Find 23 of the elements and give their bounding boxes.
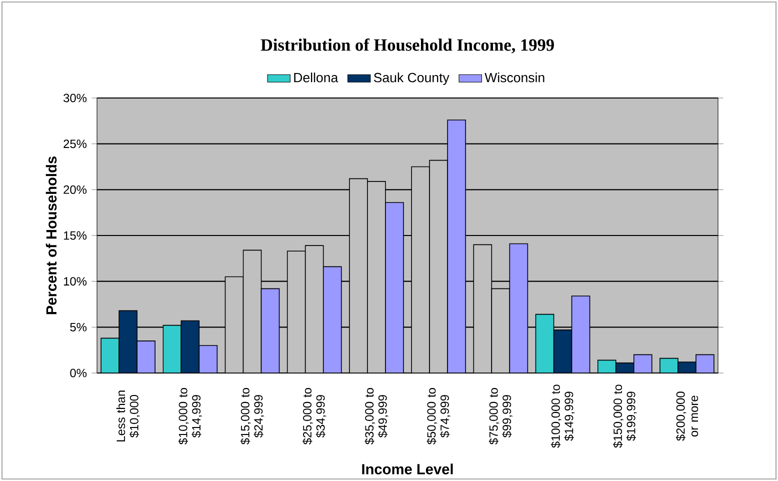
- legend-label: Wisconsin: [484, 72, 544, 82]
- x-tick-label: $15,000 to $24,999: [240, 388, 264, 445]
- x-tick-label: $75,000 to $99,999: [488, 388, 512, 445]
- x-tick-label: $10,000 to $14,999: [178, 388, 202, 445]
- x-tick-label: $100,000 to $149,999: [550, 384, 575, 448]
- y-tick-label: 10%: [64, 277, 87, 286]
- y-tick-label: 25%: [64, 140, 87, 148]
- y-axis-title: Percent of Households: [46, 156, 57, 314]
- legend-label: Sauk County: [374, 72, 450, 85]
- y-tick-label: 30%: [64, 94, 87, 102]
- y-tick-label: 20%: [64, 185, 87, 194]
- legend-label: Dellona: [294, 72, 338, 82]
- x-tick-label: $150,000 to $199,999: [613, 384, 637, 448]
- y-tick-label: 15%: [64, 231, 87, 240]
- y-tick-label: 5%: [70, 322, 87, 332]
- x-axis-title: Income Level: [362, 464, 453, 474]
- x-tick-label: $25,000 to $34,999: [302, 388, 326, 445]
- y-tick-label: 0%: [70, 368, 87, 378]
- x-tick-label: $200,000 or more: [676, 392, 698, 441]
- x-tick-label: Less than $10,000: [116, 390, 140, 442]
- x-tick-label: $50,000 to $74,999: [426, 388, 450, 445]
- x-tick-label: $35,000 to $49,999: [364, 388, 388, 445]
- chart-title: Distribution of Household Income, 1999: [260, 38, 554, 54]
